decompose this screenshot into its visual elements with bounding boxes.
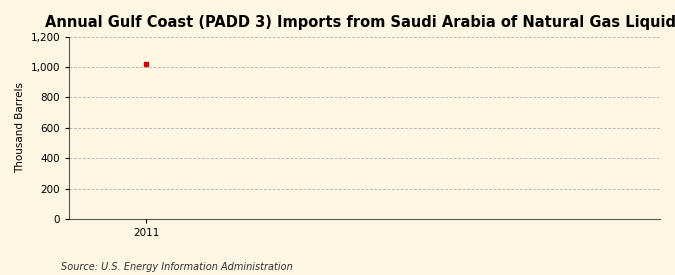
Title: Annual Gulf Coast (PADD 3) Imports from Saudi Arabia of Natural Gas Liquids: Annual Gulf Coast (PADD 3) Imports from … bbox=[45, 15, 675, 30]
Y-axis label: Thousand Barrels: Thousand Barrels bbox=[15, 82, 25, 173]
Text: Source: U.S. Energy Information Administration: Source: U.S. Energy Information Administ… bbox=[61, 262, 292, 272]
